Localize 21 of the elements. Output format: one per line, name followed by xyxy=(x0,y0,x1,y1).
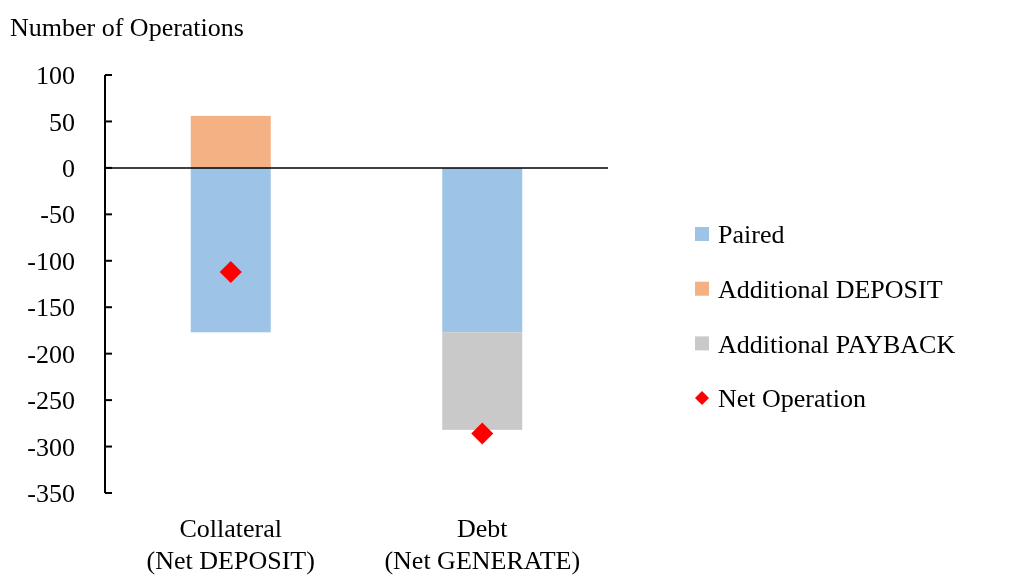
legend-label: Additional DEPOSIT xyxy=(718,274,943,304)
x-tick-label: Collateral (Net DEPOSIT) xyxy=(146,514,315,575)
bar xyxy=(190,115,271,168)
legend-label: Paired xyxy=(718,220,785,250)
bar xyxy=(442,332,523,430)
bar xyxy=(442,167,523,333)
legend-label: Additional PAYBACK xyxy=(718,329,956,359)
y-tick-label: 0 xyxy=(62,153,75,183)
x-tick-label: Debt (Net GENERATE) xyxy=(384,514,581,575)
y-tick-label: -100 xyxy=(27,246,75,276)
y-tick-label: -50 xyxy=(40,200,75,230)
y-axis-title: Number of Operations xyxy=(10,13,244,42)
y-tick-label: -300 xyxy=(27,432,75,462)
legend-label: Net Operation xyxy=(718,384,867,414)
y-tick-label: 50 xyxy=(49,107,75,137)
y-tick-label: 100 xyxy=(36,61,75,91)
y-tick-label: -150 xyxy=(27,293,75,323)
y-tick-label: -350 xyxy=(27,479,75,509)
bar xyxy=(190,167,271,333)
y-tick-label: -250 xyxy=(27,386,75,416)
y-tick-label: -200 xyxy=(27,339,75,369)
